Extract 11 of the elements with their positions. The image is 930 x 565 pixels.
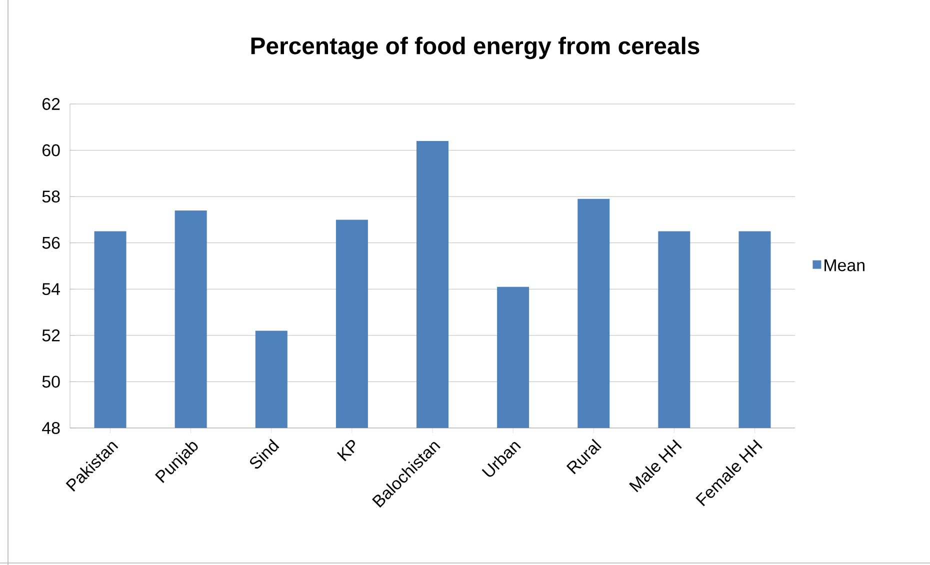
y-tick-label: 58 <box>42 190 60 203</box>
chart-title: Percentage of food energy from cereals <box>251 36 700 60</box>
x-tick-label: KP <box>336 440 355 462</box>
y-tick-label: 54 <box>42 283 60 296</box>
legend-label: Mean <box>824 259 864 272</box>
y-tick-label: 60 <box>42 144 60 156</box>
y-tick-label: 62 <box>42 98 60 110</box>
y-tick-label: 56 <box>42 236 60 249</box>
y-tick-label: 52 <box>42 329 60 342</box>
y-tick-label: 50 <box>42 376 60 388</box>
y-tick-label: 48 <box>42 422 60 434</box>
